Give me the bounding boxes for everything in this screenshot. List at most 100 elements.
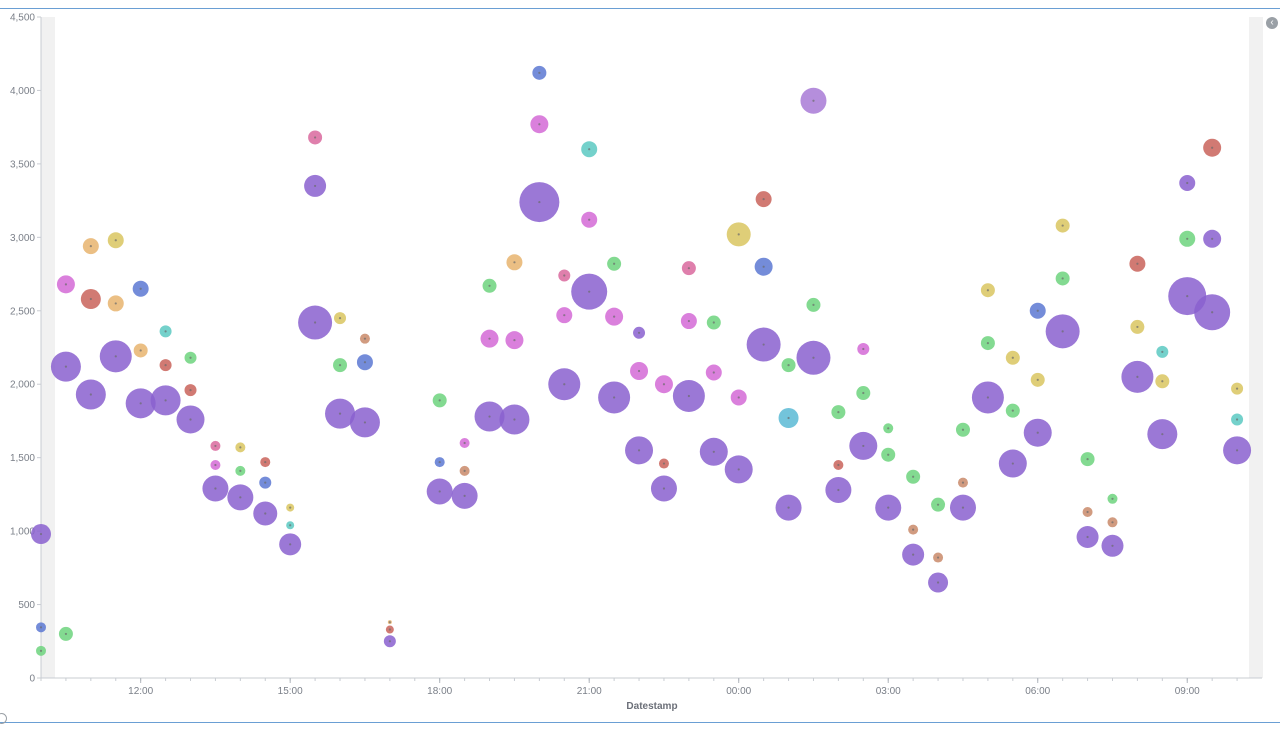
bubble-center-dot [1186, 181, 1189, 185]
bubble-center-dot [264, 512, 267, 515]
bubble-center-dot [488, 415, 491, 418]
x-tick-label: 09:00 [1175, 686, 1200, 697]
bubble-center-dot [338, 364, 342, 367]
y-axis: 0 500 1,000 1,500 2,000 2,500 3,000 3,500 4,000 4… [10, 13, 42, 685]
bubble-center-dot [862, 347, 865, 351]
bubble-center-dot [513, 339, 516, 342]
bubble-center-dot [139, 402, 142, 405]
bubble-center-dot [613, 262, 616, 265]
bubble-center-dot [936, 503, 940, 506]
bubble-center-dot [887, 427, 890, 430]
bubble-center-dot [114, 355, 117, 358]
bubble-center-dot [39, 649, 43, 652]
bubble-center-dot [662, 487, 666, 490]
bubble-center-dot [837, 488, 840, 492]
bubble-center-dot [463, 494, 466, 497]
bubble-center-dot [1161, 350, 1164, 354]
bubble-center-dot [388, 628, 391, 631]
bubble-center-dot [1061, 224, 1064, 227]
bubble-center-dot [214, 463, 217, 467]
bubble-center-dot [1211, 237, 1214, 240]
plot-background [37, 17, 1263, 678]
bubble-center-dot [737, 468, 740, 471]
bubble-center-dot [438, 460, 441, 464]
plot-left-gutter [41, 17, 55, 678]
bubble-center-dot [837, 463, 840, 467]
bubble-center-dot [264, 481, 267, 484]
bubble-center-dot [1086, 510, 1089, 514]
bubble-center-dot [338, 317, 342, 320]
bubble-center-dot [712, 371, 715, 374]
bubble-center-dot [936, 556, 940, 559]
bubble-center-dot [1111, 497, 1114, 500]
bubble-center-dot [114, 239, 117, 242]
bubble-center-dot [687, 267, 690, 270]
y-tick-label: 3,000 [10, 233, 35, 244]
bubble-center-dot [1161, 380, 1164, 383]
bubble-center-dot [1111, 521, 1114, 524]
bubble-center-dot [1136, 375, 1139, 378]
bubble-center-dot [189, 388, 192, 392]
bubble-center-dot [164, 399, 167, 402]
bubble-center-dot [986, 396, 989, 399]
bubble-center-dot [1011, 356, 1014, 359]
bubble-center-dot [1161, 433, 1164, 436]
bubble-center-dot [1235, 449, 1239, 452]
bubble-center-dot [687, 394, 690, 398]
collapse-legend-icon[interactable]: ‹ [1266, 17, 1278, 29]
bubble-center-dot [563, 383, 566, 386]
bubble-center-dot [1186, 294, 1189, 298]
bubble-center-dot [737, 396, 740, 399]
bubble-center-dot [986, 341, 989, 345]
bubble-center-dot [637, 331, 641, 334]
bubble-series [31, 65, 1252, 656]
bubble-center-dot [239, 446, 242, 449]
bubble-center-dot [712, 321, 715, 324]
x-tick-label: 18:00 [427, 686, 452, 697]
bubble-center-dot [1036, 309, 1039, 312]
bubble-center-dot [164, 330, 167, 333]
x-tick-label: 03:00 [876, 686, 901, 697]
bubble-center-dot [363, 361, 367, 364]
bubble-center-dot [64, 283, 68, 286]
panel-bottom-border [0, 722, 1280, 723]
y-tick-label: 0 [29, 674, 35, 685]
bubble-center-dot [64, 365, 68, 368]
bubble-center-dot [712, 450, 715, 453]
resize-corner-icon[interactable] [0, 713, 7, 724]
bubble-center-dot [139, 287, 142, 290]
bubble-center-dot [563, 274, 566, 277]
bubble-center-dot [737, 233, 740, 236]
bubble-center-dot [1211, 146, 1214, 149]
bubble-center-dot [613, 315, 616, 318]
bubble-center-dot [1211, 311, 1214, 314]
bubble-center-dot [637, 369, 641, 373]
bubble-center-dot [314, 136, 317, 139]
bubble-center-dot [1086, 458, 1089, 461]
x-tick-label: 21:00 [577, 686, 602, 697]
bubble-center-dot [787, 364, 790, 367]
y-tick-label: 2,500 [10, 306, 35, 317]
bubble-center-dot [563, 314, 566, 317]
bubble-center-dot [662, 383, 666, 386]
y-tick-label: 4,000 [10, 86, 35, 97]
bubble-center-dot [214, 444, 217, 448]
x-tick-label: 06:00 [1025, 686, 1050, 697]
bubble-center-dot [139, 349, 142, 352]
bubble-center-dot [637, 449, 641, 452]
bubble-center-dot [912, 553, 915, 556]
bubble-center-dot [289, 543, 292, 546]
bubble-center-dot [662, 462, 666, 465]
bubble-center-dot [314, 184, 317, 188]
bubble-center-dot [887, 506, 890, 509]
bubble-center-dot [912, 528, 915, 531]
bubble-center-dot [538, 123, 541, 126]
bubble-center-dot [613, 396, 616, 399]
bubble-center-dot [189, 418, 192, 421]
bubble-center-dot [363, 337, 367, 340]
bubble-center-dot [189, 356, 192, 359]
bubble-center-dot [986, 289, 989, 292]
bubble-center-dot [1061, 277, 1064, 280]
bubble-center-dot [862, 444, 865, 448]
